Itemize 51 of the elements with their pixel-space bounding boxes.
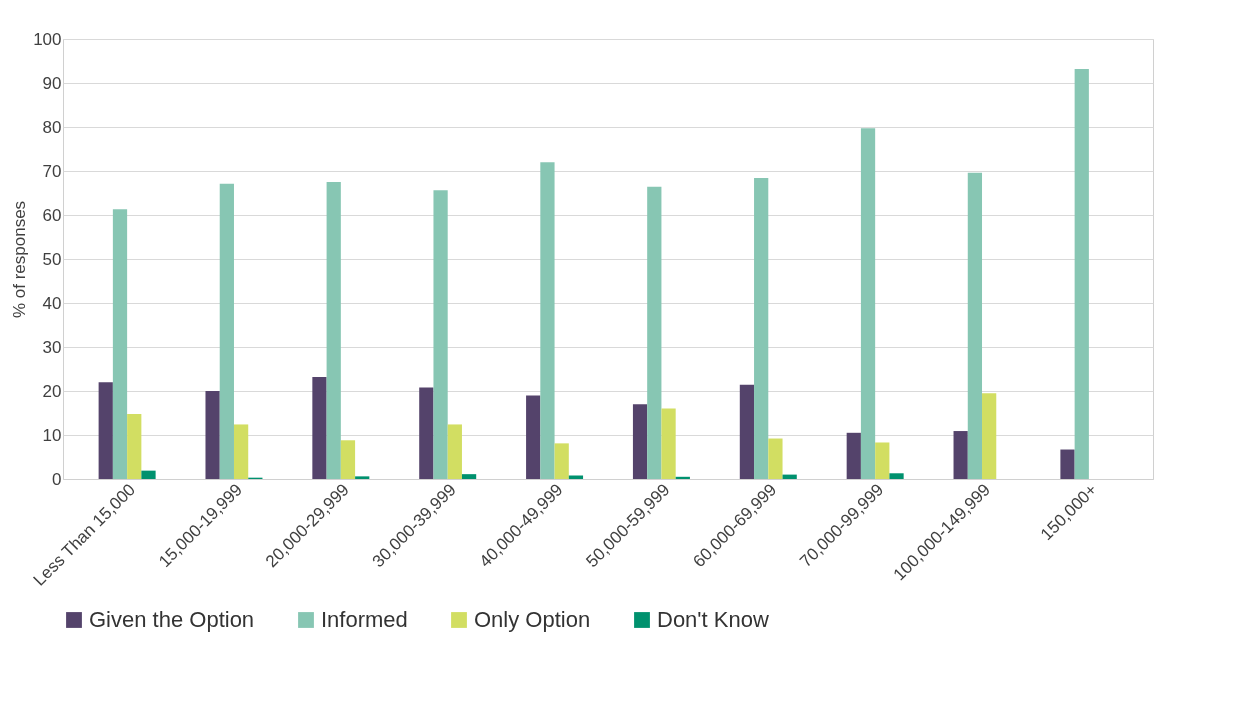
y-tick-label: 70 bbox=[42, 161, 62, 181]
bar bbox=[127, 413, 142, 479]
bar bbox=[141, 470, 156, 479]
bar bbox=[98, 382, 113, 479]
legend-label: Informed bbox=[321, 607, 408, 632]
bar bbox=[461, 474, 477, 479]
bar bbox=[768, 438, 783, 479]
bar bbox=[219, 183, 234, 479]
bar bbox=[526, 395, 541, 479]
bar bbox=[112, 209, 128, 479]
y-tick-label: 30 bbox=[42, 337, 62, 357]
bar bbox=[233, 424, 249, 479]
legend-label: Given the Option bbox=[89, 607, 255, 632]
bar bbox=[340, 440, 356, 479]
bar bbox=[860, 128, 876, 479]
y-tick-label: 80 bbox=[42, 117, 62, 137]
y-tick-label: 90 bbox=[42, 73, 62, 93]
bar bbox=[419, 387, 434, 479]
bar bbox=[554, 443, 569, 479]
bar bbox=[754, 178, 769, 479]
y-tick-label: 50 bbox=[42, 249, 62, 269]
y-tick-label: 60 bbox=[42, 205, 62, 225]
bar bbox=[326, 182, 341, 479]
y-tick-label: 100 bbox=[33, 29, 62, 49]
legend-label: Don't Know bbox=[657, 607, 769, 632]
bar bbox=[739, 384, 755, 479]
bar bbox=[355, 476, 370, 479]
bar bbox=[675, 476, 690, 479]
bar bbox=[1074, 68, 1089, 479]
bar bbox=[846, 432, 861, 479]
bar bbox=[953, 431, 968, 479]
y-tick-label: 0 bbox=[52, 469, 62, 489]
y-tick-label: 40 bbox=[42, 293, 62, 313]
bar bbox=[1060, 449, 1075, 479]
bar bbox=[875, 442, 890, 479]
y-tick-label: 10 bbox=[42, 425, 62, 445]
bar bbox=[661, 408, 676, 479]
bar bbox=[568, 475, 584, 479]
bar bbox=[647, 186, 662, 479]
y-tick-label: 20 bbox=[42, 381, 62, 401]
bar bbox=[205, 391, 220, 479]
legend-label: Only Option bbox=[474, 607, 591, 632]
bar bbox=[312, 376, 327, 479]
bar bbox=[540, 162, 555, 479]
bar bbox=[967, 172, 983, 479]
bar bbox=[632, 404, 648, 479]
y-axis-title: % of responses bbox=[10, 200, 30, 319]
bar bbox=[982, 393, 997, 479]
bar bbox=[433, 190, 448, 479]
bar bbox=[447, 424, 462, 479]
bar bbox=[889, 473, 904, 479]
